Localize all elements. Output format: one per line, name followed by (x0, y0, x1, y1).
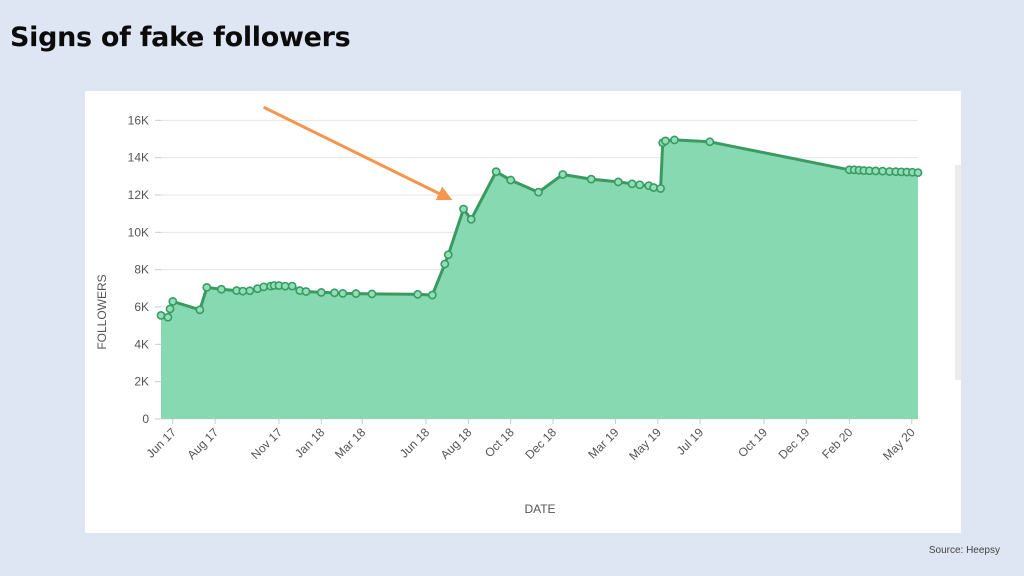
data-point (459, 204, 468, 214)
x-tick-label: Jun 18 (397, 425, 433, 461)
data-point (613, 177, 623, 187)
data-point (440, 259, 450, 269)
y-tick-label: 14K (128, 151, 149, 165)
data-point (301, 287, 311, 296)
y-axis-label: FOLLOWERS (95, 274, 109, 349)
x-tick-label: Feb 20 (819, 425, 856, 462)
x-tick-label: Dec 18 (522, 425, 559, 462)
data-points (156, 135, 923, 322)
data-point (216, 284, 226, 294)
slide-title: Signs of fake followers (10, 22, 351, 53)
data-point (656, 184, 665, 193)
y-tick-label: 6K (134, 300, 149, 314)
data-point (705, 137, 715, 147)
data-point (338, 288, 348, 298)
data-point (330, 288, 339, 298)
data-point (670, 135, 679, 145)
data-point (878, 166, 888, 176)
data-point (427, 290, 437, 300)
data-point (156, 310, 166, 320)
y-tick-label: 10K (128, 225, 149, 239)
data-point (649, 183, 659, 192)
x-tick-label: Aug 17 (184, 425, 221, 462)
x-tick-label: Mar 19 (585, 425, 622, 462)
x-tick-label: Oct 19 (735, 425, 770, 460)
data-point (491, 167, 501, 177)
data-point (367, 289, 377, 299)
data-point (586, 174, 596, 184)
data-point (871, 166, 881, 176)
y-tick-label: 2K (134, 375, 149, 389)
y-tick-label: 4K (134, 337, 149, 351)
annotation-arrow (263, 105, 453, 201)
data-point (163, 312, 173, 322)
x-tick-label: Jul 19 (674, 425, 707, 458)
data-point (627, 179, 637, 189)
x-tick-label: Aug 18 (438, 425, 475, 462)
data-point (202, 282, 212, 292)
axes (155, 119, 913, 424)
followers-area (161, 139, 918, 419)
x-tick-label: May 19 (626, 425, 664, 463)
data-point (168, 296, 178, 306)
data-point (280, 281, 290, 291)
data-point (238, 286, 248, 296)
data-point (165, 304, 175, 314)
x-tick-label: Nov 17 (248, 425, 285, 462)
chart-scrollbar (955, 165, 961, 380)
x-tick-label: Dec 19 (776, 425, 813, 462)
data-point (195, 305, 205, 315)
data-point (413, 289, 423, 299)
data-point (287, 281, 297, 291)
x-tick-label: Jun 17 (144, 425, 180, 461)
y-tick-label: 0 (142, 412, 149, 426)
x-tick-label: Mar 18 (332, 425, 369, 462)
data-point (351, 289, 361, 298)
data-point (443, 250, 453, 260)
x-tick-label: Jan 18 (292, 425, 328, 461)
data-point (316, 288, 326, 297)
x-axis-label: DATE (524, 502, 555, 516)
data-point (534, 187, 543, 197)
data-point (913, 168, 923, 177)
data-point (558, 170, 568, 179)
data-point (259, 282, 269, 292)
y-tick-label: 12K (128, 188, 149, 202)
chart-card: 0 2K 4K 6K 8K 10K 12K 14K 16K Jun 17 Aug 17 Nov 17… (85, 91, 961, 533)
data-point (506, 175, 516, 185)
y-tick-label: 16K (128, 113, 149, 127)
data-point (661, 136, 670, 146)
source-note: Source: Heepsy (928, 545, 1000, 556)
x-tick-label: May 20 (880, 425, 918, 463)
y-tick-labels: 0 2K 4K 6K 8K 10K 12K 14K 16K (128, 113, 150, 426)
data-point (466, 214, 476, 224)
x-tick-labels: Jun 17 Aug 17 Nov 17 Jan 18 Mar 18 Jun 18 Aug … (144, 425, 919, 463)
data-point (245, 286, 255, 296)
followers-area-chart: 0 2K 4K 6K 8K 10K 12K 14K 16K Jun 17 Aug 17 Nov 17… (95, 105, 923, 516)
x-tick-label: Oct 18 (482, 425, 517, 460)
y-tick-label: 8K (134, 263, 149, 277)
data-point (635, 180, 645, 190)
